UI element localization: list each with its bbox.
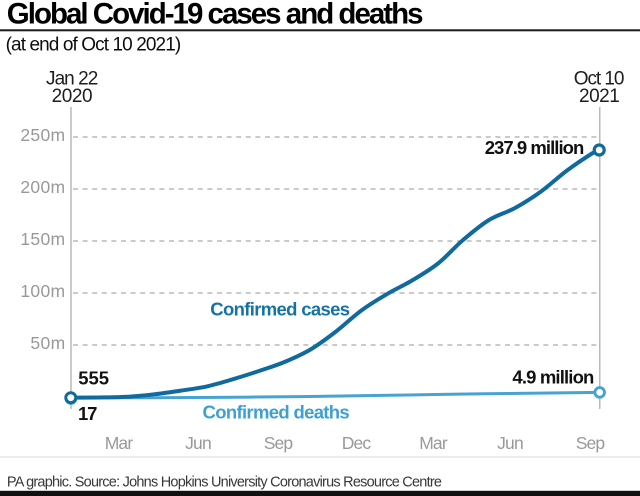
svg-text:Sep: Sep (264, 433, 293, 453)
svg-text:Jan 22: Jan 22 (46, 68, 98, 89)
svg-text:250m: 250m (20, 125, 65, 145)
svg-text:Mar: Mar (419, 433, 448, 453)
svg-text:Mar: Mar (105, 433, 134, 453)
svg-text:237.9 million: 237.9 million (485, 137, 584, 158)
svg-text:Confirmed deaths: Confirmed deaths (203, 402, 350, 423)
svg-text:200m: 200m (20, 177, 65, 197)
svg-text:2020: 2020 (52, 86, 92, 107)
svg-text:150m: 150m (20, 229, 65, 249)
svg-text:Sep: Sep (576, 433, 605, 453)
svg-text:Jun: Jun (497, 433, 523, 453)
svg-text:555: 555 (78, 367, 109, 388)
svg-text:Dec: Dec (342, 433, 372, 453)
svg-text:50m: 50m (30, 333, 65, 353)
svg-text:17: 17 (78, 403, 97, 424)
svg-text:Global Covid-19 cases and deat: Global Covid-19 cases and deaths (7, 0, 423, 31)
svg-text:100m: 100m (20, 281, 65, 301)
svg-text:Confirmed cases: Confirmed cases (210, 298, 349, 319)
svg-text:4.9 million: 4.9 million (512, 367, 594, 388)
svg-text:(at end of Oct 10 2021): (at end of Oct 10 2021) (6, 35, 181, 56)
svg-text:PA graphic. Source: Johns Hopk: PA graphic. Source: Johns Hopkins Univer… (7, 474, 442, 490)
svg-text:2021: 2021 (579, 86, 619, 107)
svg-text:Jun: Jun (185, 433, 211, 453)
svg-text:Oct 10: Oct 10 (574, 68, 624, 89)
